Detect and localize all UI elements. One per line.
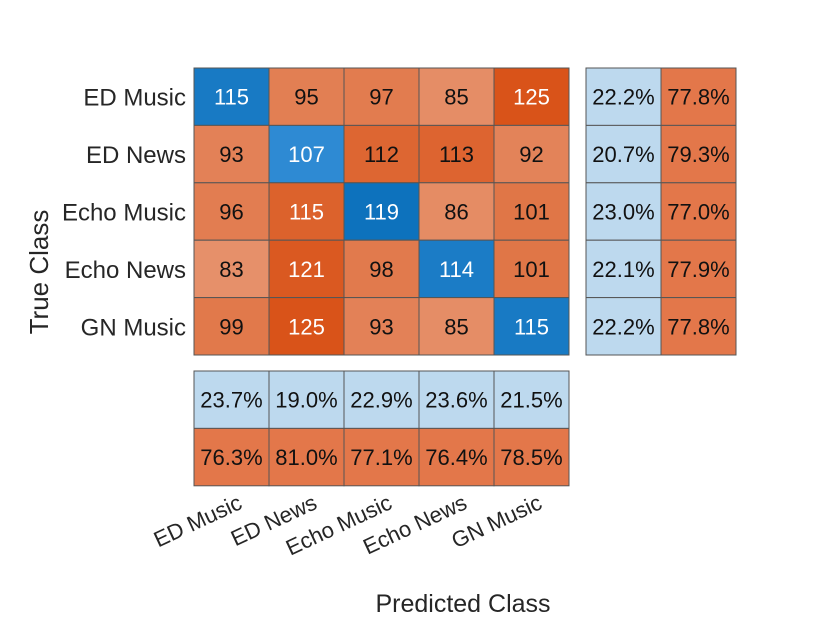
matrix-cell-4-0 bbox=[193, 297, 270, 356]
matrix-cell-0-3 bbox=[418, 67, 495, 126]
matrix-cell-3-3 bbox=[418, 239, 495, 299]
column-summary-incorrect-2 bbox=[343, 427, 420, 487]
matrix-cell-3-4-value: 101 bbox=[513, 257, 550, 282]
row-summary-incorrect-3 bbox=[660, 239, 737, 299]
true-class-label-4: GN Music bbox=[81, 314, 186, 341]
row-summary-incorrect-1-value: 79.3% bbox=[667, 142, 729, 167]
matrix-cell-4-1 bbox=[268, 297, 345, 356]
matrix-cell-3-2-value: 98 bbox=[369, 257, 393, 282]
column-summary-correct-2 bbox=[343, 370, 420, 429]
matrix-cell-4-2 bbox=[343, 297, 420, 356]
matrix-cell-1-2 bbox=[343, 124, 420, 184]
column-summary-incorrect-1 bbox=[268, 427, 345, 487]
matrix-cell-2-3-value: 86 bbox=[444, 200, 468, 225]
matrix-cell-3-1 bbox=[268, 239, 345, 299]
row-summary-incorrect-0 bbox=[660, 67, 737, 126]
column-summary-incorrect-0-value: 76.3% bbox=[200, 445, 262, 470]
row-summary-correct-3-value: 22.1% bbox=[592, 257, 654, 282]
column-summary-correct-2-value: 22.9% bbox=[350, 388, 412, 413]
matrix-cell-1-3-value: 113 bbox=[439, 142, 474, 167]
column-summary-correct-1-value: 19.0% bbox=[275, 388, 337, 413]
matrix-cell-2-1-value: 115 bbox=[289, 200, 324, 225]
matrix-cell-0-0-value: 115 bbox=[214, 85, 249, 110]
matrix-cell-4-1-value: 125 bbox=[288, 314, 325, 339]
column-summary-incorrect-4-value: 78.5% bbox=[500, 445, 562, 470]
matrix-cell-4-0-value: 99 bbox=[219, 314, 243, 339]
matrix-cell-2-2-value: 119 bbox=[364, 200, 399, 225]
x-axis-label: Predicted Class bbox=[375, 590, 550, 618]
column-summary-correct-4-value: 21.5% bbox=[500, 388, 562, 413]
matrix-cell-0-2 bbox=[343, 67, 420, 126]
column-summary-correct-4 bbox=[493, 370, 570, 429]
matrix-cell-2-0-value: 96 bbox=[219, 200, 243, 225]
row-summary-incorrect-3-value: 77.9% bbox=[667, 257, 729, 282]
true-class-label-2: Echo Music bbox=[62, 200, 186, 227]
row-summary-incorrect-2 bbox=[660, 182, 737, 241]
row-summary-correct-4-value: 22.2% bbox=[592, 314, 654, 339]
matrix-cell-1-0 bbox=[193, 124, 270, 184]
true-class-label-0: ED Music bbox=[83, 85, 186, 112]
predicted-class-label-0: ED Music bbox=[150, 490, 246, 552]
row-summary-correct-1 bbox=[585, 124, 662, 184]
column-summary-correct-3-value: 23.6% bbox=[425, 388, 487, 413]
row-summary-correct-4 bbox=[585, 297, 662, 356]
matrix-cell-3-4 bbox=[493, 239, 570, 299]
true-class-label-3: Echo News bbox=[65, 257, 186, 284]
column-summary-correct-0 bbox=[193, 370, 270, 429]
column-summary-correct-3 bbox=[418, 370, 495, 429]
row-summary-incorrect-4-value: 77.8% bbox=[667, 314, 729, 339]
matrix-cell-0-3-value: 85 bbox=[444, 85, 468, 110]
matrix-cell-3-2 bbox=[343, 239, 420, 299]
column-summary-correct-1 bbox=[268, 370, 345, 429]
matrix-cell-4-3-value: 85 bbox=[444, 314, 468, 339]
column-summary-correct-0-value: 23.7% bbox=[200, 388, 262, 413]
column-summary-incorrect-2-value: 77.1% bbox=[350, 445, 412, 470]
true-class-tick-labels: ED Music ED News Echo Music Echo News GN Mus… bbox=[62, 85, 186, 342]
row-summary-incorrect-2-value: 77.0% bbox=[667, 200, 729, 225]
matrix-cell-4-2-value: 93 bbox=[369, 314, 393, 339]
matrix-cell-0-0 bbox=[193, 67, 270, 126]
true-class-label-1: ED News bbox=[86, 142, 186, 169]
column-summary-incorrect-1-value: 81.0% bbox=[275, 445, 337, 470]
matrix-cell-1-0-value: 93 bbox=[219, 142, 243, 167]
column-summary-incorrect-0 bbox=[193, 427, 270, 487]
matrix-cell-4-4 bbox=[493, 297, 570, 356]
matrix-cell-0-2-value: 97 bbox=[369, 85, 393, 110]
confusion-matrix-grid: 115 95 97 85 125 93 107 112 113 92 96 115 119 86 101 83… bbox=[193, 67, 570, 356]
row-summary-incorrect-0-value: 77.8% bbox=[667, 85, 729, 110]
row-summary-grid: 22.2% 77.8% 20.7% 79.3% 23.0% 77.0% 22.1% 77.9%… bbox=[585, 67, 737, 356]
row-summary-incorrect-1 bbox=[660, 124, 737, 184]
matrix-cell-3-0-value: 83 bbox=[219, 257, 243, 282]
matrix-cell-1-1-value: 107 bbox=[288, 142, 325, 167]
row-summary-correct-0-value: 22.2% bbox=[592, 85, 654, 110]
matrix-cell-1-2-value: 112 bbox=[364, 142, 399, 167]
row-summary-correct-2-value: 23.0% bbox=[592, 200, 654, 225]
matrix-cell-0-4-value: 125 bbox=[513, 85, 550, 110]
matrix-cell-2-3 bbox=[418, 182, 495, 241]
column-summary-grid: 23.7% 19.0% 22.9% 23.6% 21.5% 76.3% 81.0% 77.1%… bbox=[193, 370, 570, 487]
matrix-cell-0-1 bbox=[268, 67, 345, 126]
y-axis-label: True Class bbox=[24, 210, 54, 335]
row-summary-correct-1-value: 20.7% bbox=[592, 142, 654, 167]
matrix-cell-3-1-value: 121 bbox=[288, 257, 325, 282]
matrix-cell-2-1 bbox=[268, 182, 345, 241]
matrix-cell-4-4-value: 115 bbox=[514, 314, 549, 339]
matrix-cell-2-4-value: 101 bbox=[513, 200, 550, 225]
column-summary-incorrect-4 bbox=[493, 427, 570, 487]
column-summary-incorrect-3-value: 76.4% bbox=[425, 445, 487, 470]
matrix-cell-3-3-value: 114 bbox=[439, 257, 474, 282]
matrix-cell-3-0 bbox=[193, 239, 270, 299]
matrix-cell-0-1-value: 95 bbox=[294, 85, 318, 110]
matrix-cell-1-4-value: 92 bbox=[519, 142, 543, 167]
row-summary-incorrect-4 bbox=[660, 297, 737, 356]
matrix-cell-1-4 bbox=[493, 124, 570, 184]
matrix-cell-2-4 bbox=[493, 182, 570, 241]
